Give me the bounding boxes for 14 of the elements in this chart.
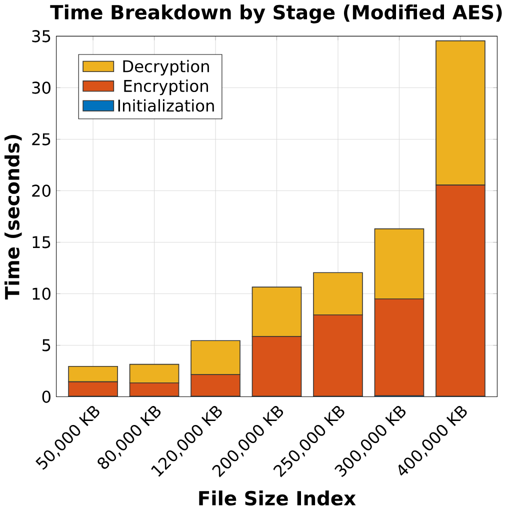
y-tick-label: 30 bbox=[32, 82, 51, 94]
legend-label: Initialization bbox=[118, 99, 214, 112]
y-tick-label: 35 bbox=[32, 30, 50, 42]
legend-label: Encryption bbox=[124, 80, 208, 96]
legend-label: Decryption bbox=[123, 60, 209, 76]
y-tick-label: 20 bbox=[32, 184, 51, 197]
chart-title: Time Breakdown by Stage (Modified AES) bbox=[50, 4, 502, 24]
y-tick-label: 25 bbox=[32, 133, 50, 146]
y-tick-label: 15 bbox=[32, 236, 50, 248]
y-tick-label: 5 bbox=[42, 339, 50, 352]
y-axis-title: Time (seconds) bbox=[4, 135, 22, 300]
y-tick-label: 0 bbox=[42, 390, 51, 403]
y-tick-label: 10 bbox=[32, 288, 51, 300]
x-axis-title: File Size Index bbox=[199, 490, 356, 506]
